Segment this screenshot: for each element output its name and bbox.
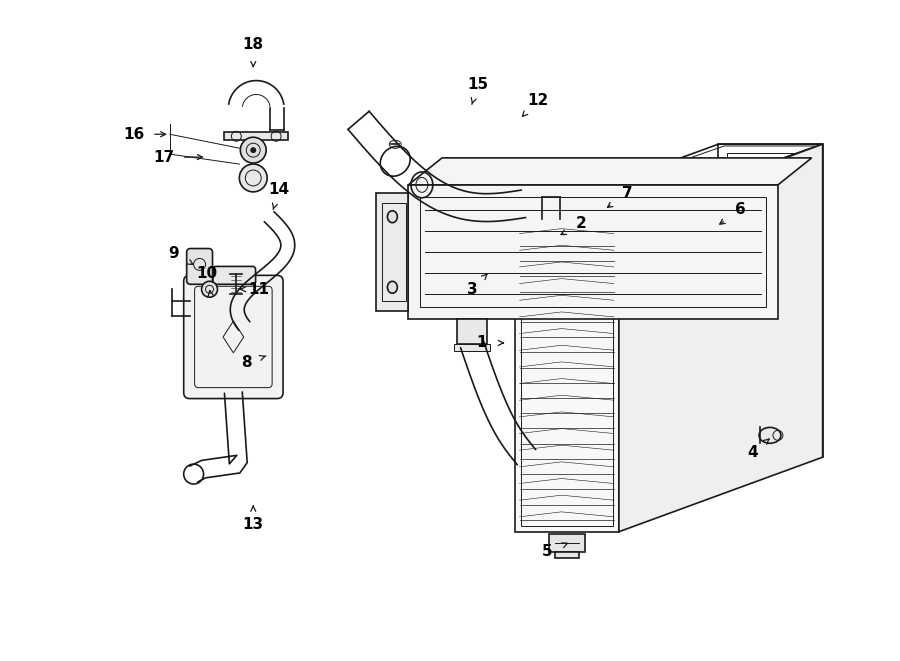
Polygon shape bbox=[457, 319, 487, 344]
Ellipse shape bbox=[387, 211, 397, 223]
Circle shape bbox=[530, 215, 558, 243]
Polygon shape bbox=[409, 185, 778, 319]
Polygon shape bbox=[224, 132, 288, 140]
Text: 9: 9 bbox=[168, 246, 179, 261]
FancyBboxPatch shape bbox=[186, 249, 212, 284]
Text: 17: 17 bbox=[153, 149, 175, 165]
Text: 5: 5 bbox=[542, 544, 553, 559]
Text: 12: 12 bbox=[526, 93, 548, 108]
Polygon shape bbox=[515, 219, 619, 531]
Polygon shape bbox=[409, 158, 812, 185]
Circle shape bbox=[250, 147, 256, 153]
Text: 18: 18 bbox=[243, 37, 264, 52]
Ellipse shape bbox=[387, 282, 397, 293]
Text: 11: 11 bbox=[248, 282, 270, 297]
Text: 3: 3 bbox=[466, 282, 477, 297]
Text: 14: 14 bbox=[268, 182, 290, 198]
Polygon shape bbox=[454, 344, 490, 351]
Circle shape bbox=[239, 164, 267, 192]
Text: 13: 13 bbox=[243, 518, 264, 532]
Text: 6: 6 bbox=[734, 202, 745, 217]
Circle shape bbox=[202, 282, 218, 297]
Polygon shape bbox=[549, 533, 585, 551]
Text: 15: 15 bbox=[467, 77, 489, 92]
FancyBboxPatch shape bbox=[184, 276, 284, 399]
FancyBboxPatch shape bbox=[213, 266, 256, 284]
Text: 2: 2 bbox=[576, 216, 587, 231]
Text: 4: 4 bbox=[748, 445, 759, 460]
Text: 10: 10 bbox=[196, 266, 217, 281]
Text: 1: 1 bbox=[476, 335, 487, 350]
Text: 8: 8 bbox=[241, 356, 252, 370]
Ellipse shape bbox=[759, 428, 781, 444]
Text: 16: 16 bbox=[123, 127, 145, 141]
Polygon shape bbox=[619, 144, 823, 531]
Polygon shape bbox=[376, 193, 409, 311]
Circle shape bbox=[184, 464, 203, 484]
Circle shape bbox=[240, 137, 266, 163]
Polygon shape bbox=[555, 551, 580, 558]
Text: 7: 7 bbox=[622, 186, 632, 202]
